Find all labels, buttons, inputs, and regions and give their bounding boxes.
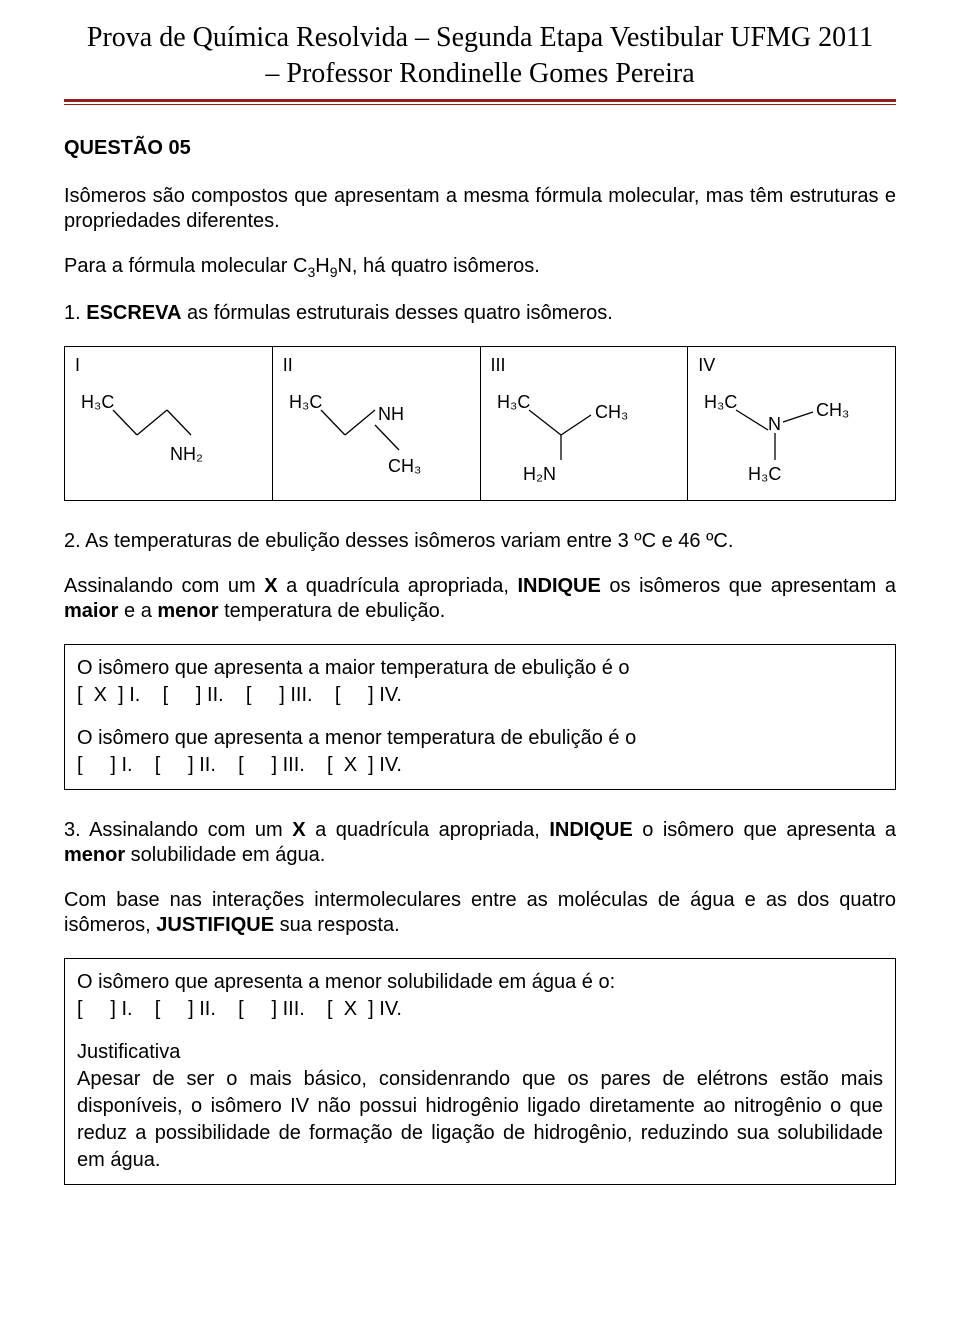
sym-h3c: H₃C <box>289 392 322 412</box>
isomer-label-3: III <box>491 355 678 376</box>
sym-nh: NH <box>378 404 404 424</box>
part1-pre: 1. <box>64 302 86 324</box>
p3p2-post: sua resposta. <box>274 914 400 936</box>
p2-end: temperatura de ebulição. <box>219 600 446 622</box>
isomer-svg-3: H₃C CH₃ H₂N <box>491 380 671 490</box>
sym-nh2: NH₂ <box>170 444 203 464</box>
isomer-box: I H₃C NH₂ II <box>64 346 896 501</box>
isomer-cell-2: II H₃C NH CH₃ <box>273 347 481 500</box>
b2l2-bold: menor <box>325 727 382 749</box>
p2-menor: menor <box>157 600 218 622</box>
part2-line: 2. As temperaturas de ebulição desses is… <box>64 529 896 554</box>
b2l1-post: temperatura de ebulição é o <box>375 657 630 679</box>
p2-mid: a quadrícula apropriada, <box>278 575 518 597</box>
sym-h3c: H₃C <box>81 392 114 412</box>
question-title: QUESTÃO 05 <box>64 137 896 160</box>
p3-end: solubilidade em água. <box>125 844 325 866</box>
formula-mid: H <box>315 255 329 277</box>
part1-instr: 1. ESCREVA as fórmulas estruturais desse… <box>64 301 896 326</box>
just-label: Justificativa <box>77 1041 180 1063</box>
b2l1-opts: [ X ] I. [ ] II. [ ] III. [ ] IV. <box>77 684 402 706</box>
sym-h3c: H₃C <box>704 392 737 412</box>
sym-h2n: H₂N <box>523 464 556 484</box>
page-header: Prova de Química Resolvida – Segunda Eta… <box>64 20 896 93</box>
isomer-cell-1: I H₃C NH₂ <box>65 347 273 500</box>
b2l2-pre: O isômero que apresenta a <box>77 727 325 749</box>
box2-para1: O isômero que apresenta a maior temperat… <box>77 655 883 709</box>
part1-post: as fórmulas estruturais desses quatro is… <box>181 302 612 324</box>
sym-h3c: H₃C <box>497 392 530 412</box>
sym-ch3: CH₃ <box>388 456 421 476</box>
b3l1-opts: [ ] I. [ ] II. [ ] III. [ X ] IV. <box>77 998 402 1020</box>
p2-pre: Assinalando com um <box>64 575 264 597</box>
formula-pre: Para a fórmula molecular C <box>64 255 307 277</box>
answer-box-2: O isômero que apresenta a maior temperat… <box>64 644 896 790</box>
header-line-1: Prova de Química Resolvida – Segunda Eta… <box>64 20 896 56</box>
page: Prova de Química Resolvida – Segunda Eta… <box>0 0 960 1253</box>
b2l2-opts: [ ] I. [ ] II. [ ] III. [ X ] IV. <box>77 754 402 776</box>
isomer-label-4: IV <box>698 355 885 376</box>
p3-x: X <box>292 819 305 841</box>
b2l2-post: temperatura de ebulição é o <box>382 727 637 749</box>
p2-bold: INDIQUE <box>518 575 601 597</box>
p2-x: X <box>264 575 277 597</box>
sym-n: N <box>768 414 781 434</box>
p3-menor: menor <box>64 844 125 866</box>
just-text: Apesar de ser o mais básico, considenran… <box>77 1068 883 1171</box>
part3-instr: 3. Assinalando com um X a quadrícula apr… <box>64 818 896 868</box>
b3l1-post: solubilidade em água é o: <box>382 971 616 993</box>
p3-bold: INDIQUE <box>549 819 632 841</box>
b3l1-bold: menor <box>325 971 382 993</box>
box2-para2: O isômero que apresenta a menor temperat… <box>77 725 883 779</box>
sym-h3c: H₃C <box>748 464 781 484</box>
sym-ch3: CH₃ <box>595 402 628 422</box>
part2-instr: Assinalando com um X a quadrícula apropr… <box>64 574 896 624</box>
box3-para1: O isômero que apresenta a menor solubili… <box>77 969 883 1023</box>
isomer-svg-1: H₃C NH₂ <box>75 380 255 490</box>
b2l1-pre: O isômero que apresenta a <box>77 657 325 679</box>
header-rule <box>64 99 896 105</box>
formula-line: Para a fórmula molecular C3H9N, há quatr… <box>64 254 896 282</box>
isomer-svg-2: H₃C NH CH₃ <box>283 380 463 490</box>
p3p2-bold: JUSTIFIQUE <box>156 914 274 936</box>
part1-bold: ESCREVA <box>86 302 181 324</box>
b2l1-bold: maior <box>325 657 375 679</box>
isomer-row: I H₃C NH₂ II <box>65 347 895 500</box>
p3-post1: o isômero que apresenta a <box>633 819 896 841</box>
question-intro: Isômeros são compostos que apresentam a … <box>64 184 896 234</box>
p3-mid: a quadrícula apropriada, <box>306 819 550 841</box>
isomer-svg-4: H₃C N CH₃ H₃C <box>698 380 878 490</box>
isomer-cell-4: IV H₃C N CH₃ H₃C <box>688 347 895 500</box>
b3l1-pre: O isômero que apresenta a <box>77 971 325 993</box>
box3-para2: Justificativa Apesar de ser o mais básic… <box>77 1039 883 1174</box>
isomer-label-1: I <box>75 355 262 376</box>
p2-mid2: e a <box>118 600 157 622</box>
sym-ch3: CH₃ <box>816 400 849 420</box>
p3-pre: 3. Assinalando com um <box>64 819 292 841</box>
answer-box-3: O isômero que apresenta a menor solubili… <box>64 958 896 1185</box>
isomer-label-2: II <box>283 355 470 376</box>
formula-post: N, há quatro isômeros. <box>337 255 539 277</box>
p2-post1: os isômeros que apresentam a <box>601 575 896 597</box>
header-line-2: – Professor Rondinelle Gomes Pereira <box>64 56 896 92</box>
isomer-cell-3: III H₃C CH₃ H₂N <box>481 347 689 500</box>
p2-maior: maior <box>64 600 118 622</box>
part3-p2: Com base nas interações intermoleculares… <box>64 888 896 938</box>
